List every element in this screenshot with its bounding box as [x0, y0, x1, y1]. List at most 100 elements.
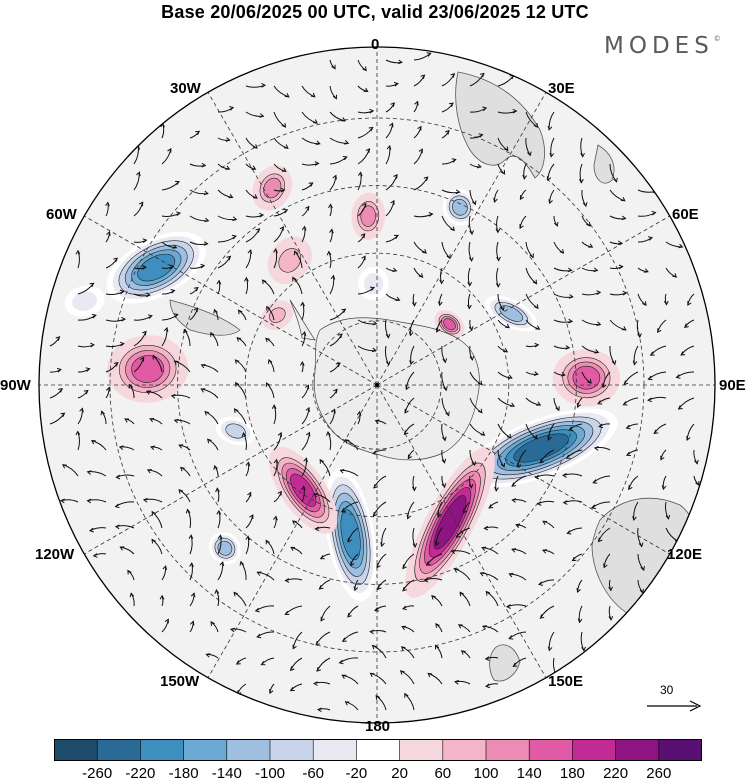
wind-arrow [683, 319, 695, 328]
wind-arrow [189, 562, 194, 581]
africa-outline [455, 71, 545, 179]
wind-arrow [357, 59, 367, 72]
wind-arrow [105, 362, 119, 373]
wind-arrow [399, 670, 415, 685]
wind-arrow [485, 590, 499, 607]
wind-arrow [217, 561, 225, 581]
wind-arrow [357, 345, 377, 353]
wind-arrow [459, 591, 471, 607]
wind-arrow [273, 85, 290, 98]
wind-arrow [329, 137, 350, 145]
wind-arrow [357, 202, 367, 217]
wind-arrow [161, 618, 169, 633]
wind-arrow [291, 520, 303, 529]
wind-arrow [299, 360, 305, 373]
anomaly-contour [340, 509, 361, 561]
wind-arrow [189, 162, 207, 168]
wind-arrow [609, 319, 627, 331]
wind-arrow [273, 248, 278, 269]
lon-label-180: 180 [365, 718, 391, 735]
wind-arrow [568, 423, 583, 431]
wind-arrow [649, 345, 667, 356]
wind-arrow [495, 215, 501, 234]
wind-arrow [49, 336, 61, 347]
wind-arrow [265, 539, 275, 555]
wind-arrow [326, 250, 332, 269]
reference-vector-arrow [647, 700, 702, 712]
wind-arrow [114, 524, 135, 530]
wind-arrow [149, 418, 163, 425]
wind-arrow [609, 264, 624, 270]
wind-arrow [239, 560, 247, 581]
wind-arrow [539, 449, 555, 464]
wind-arrow [512, 657, 527, 667]
wind-arrow [376, 579, 387, 591]
wind-arrow [525, 319, 541, 330]
colorbar-tick-label: -60 [302, 765, 325, 782]
wind-arrow [609, 189, 626, 202]
wind-arrow [519, 215, 527, 230]
wind-arrow [301, 137, 321, 145]
colorbar-tick-label: 220 [603, 765, 629, 782]
wind-arrow [553, 215, 559, 227]
wind-arrow [357, 233, 366, 243]
lon-label-90e: 90E [719, 377, 746, 394]
wind-arrow [481, 625, 499, 633]
wind-arrow [284, 578, 303, 583]
wind-arrow [133, 314, 153, 321]
wind-arrow [663, 293, 669, 306]
wind-arrow [77, 407, 84, 425]
wind-arrow [341, 631, 359, 642]
wind-arrow [536, 500, 555, 506]
wind-arrow [329, 274, 336, 295]
wind-arrow [204, 410, 219, 425]
wind-arrow [369, 629, 387, 635]
wind-arrow [316, 707, 331, 713]
wind-arrow [273, 209, 289, 217]
wind-arrow [603, 553, 611, 569]
wind-arrow [580, 137, 585, 158]
wind-arrow [245, 514, 254, 529]
wind-arrow [356, 410, 362, 425]
wind-arrow [441, 345, 448, 364]
wind-arrow [581, 241, 594, 248]
wind-arrow [189, 620, 195, 633]
wind-arrow [438, 293, 443, 307]
wind-arrow [256, 631, 275, 639]
lon-label-120w: 120W [35, 546, 75, 563]
wind-arrow [256, 571, 275, 581]
wind-arrow [329, 174, 337, 191]
wind-arrow [329, 111, 346, 122]
lon-label-60e: 60E [672, 206, 699, 223]
wind-arrow [301, 205, 310, 217]
wind-arrow [385, 199, 395, 217]
colorbar-swatch [183, 739, 228, 761]
colorbar-tick-label: 100 [473, 765, 499, 782]
wind-arrow [357, 148, 371, 165]
wind-arrow [385, 293, 401, 301]
wind-arrow [329, 59, 336, 70]
wind-arrow [405, 371, 415, 391]
wind-arrow [413, 52, 432, 61]
wind-arrow [647, 396, 667, 403]
wind-arrow [525, 267, 538, 285]
wind-arrow [301, 406, 310, 425]
wind-arrow [441, 215, 455, 232]
wind-arrow [577, 605, 583, 624]
wind-arrow [547, 111, 555, 131]
wind-arrow [206, 438, 219, 451]
anomaly-contour [131, 355, 165, 383]
wind-arrow [623, 371, 639, 385]
wind-arrow [326, 430, 332, 451]
wind-arrow [105, 201, 110, 217]
wind-arrow [400, 646, 415, 659]
wind-arrow [469, 345, 475, 361]
wind-arrow [622, 397, 639, 406]
colorbar-swatch [226, 739, 271, 761]
wind-arrow [151, 538, 163, 555]
wind-arrow [329, 333, 343, 347]
brand-logo: MODES© [604, 33, 721, 59]
lon-label-30w: 30W [170, 80, 201, 97]
wind-arrow [441, 189, 461, 195]
wind-arrow [483, 525, 499, 531]
